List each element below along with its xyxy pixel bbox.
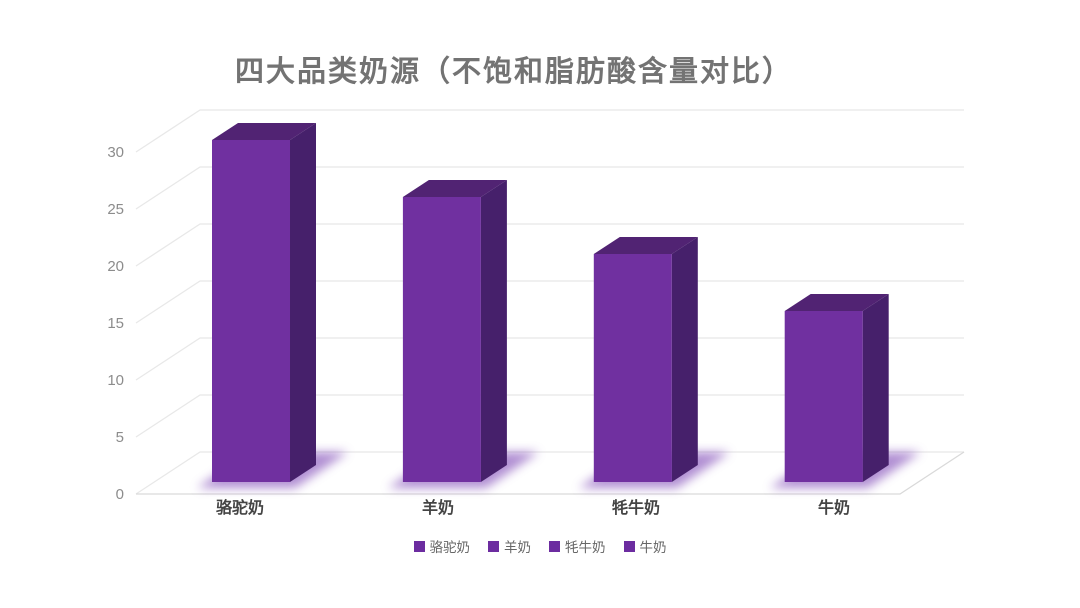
legend-item: 牛奶 (623, 536, 667, 556)
y-axis-tick-label: 25 (107, 201, 124, 218)
y-axis-tick-label: 10 (107, 372, 124, 389)
bar-side-face (862, 294, 889, 482)
bar-top-face (784, 294, 889, 311)
bars-group (212, 123, 889, 482)
legend-swatch-icon (413, 540, 425, 552)
x-axis-category-label: 牛奶 (818, 498, 850, 517)
bar-column (784, 294, 889, 482)
x-axis-category-label: 骆驼奶 (216, 498, 264, 517)
legend-item-label: 牛奶 (639, 540, 667, 555)
gridline (135, 337, 964, 381)
bar-top-face (593, 237, 698, 254)
bar-front-face (784, 311, 863, 482)
floor-front-edge (136, 451, 965, 495)
legend-swatch-icon (488, 540, 499, 552)
bar-top-face (402, 180, 507, 197)
y-axis-tick-label: 15 (107, 315, 124, 332)
gridline (135, 109, 964, 153)
y-axis-tick-label: 0 (116, 486, 124, 503)
chart-title: 四大品类奶源（不饱和脂肪酸含量对比） (234, 56, 793, 88)
bar-front-face (593, 254, 672, 482)
legend-swatch-icon (623, 540, 635, 552)
x-axis-category-label: 羊奶 (422, 498, 454, 517)
bar-column (402, 180, 507, 482)
bar-front-face (402, 197, 481, 482)
gridline (135, 166, 964, 210)
y-axis-tick-label: 5 (116, 429, 124, 446)
gridline (135, 394, 964, 438)
bar-column (593, 237, 698, 482)
floor-outline (136, 451, 965, 495)
gridlines-group (135, 109, 964, 495)
legend-item: 羊奶 (488, 536, 531, 556)
y-axis-tick-labels: 0 5 10 15 20 25 30 (107, 144, 124, 503)
bar-side-face (671, 237, 698, 482)
y-axis-tick-label: 20 (107, 258, 124, 275)
legend-item-label: 羊奶 (504, 540, 531, 555)
chart-legend: 骆驼奶 羊奶 牦牛奶 牛奶 (0, 536, 1080, 556)
bar-side-face (480, 180, 507, 482)
y-axis-tick-label: 30 (107, 144, 124, 161)
legend-item-label: 骆驼奶 (429, 540, 471, 555)
x-axis-category-label: 牦牛奶 (612, 498, 660, 517)
bar-top-face (212, 123, 316, 140)
legend-swatch-icon (549, 540, 560, 552)
gridline (135, 280, 964, 324)
legend-item: 骆驼奶 (413, 536, 471, 556)
legend-item-label: 牦牛奶 (565, 540, 606, 555)
bar-side-face (290, 123, 316, 482)
bar-front-face (212, 140, 290, 482)
x-axis-category-labels: 骆驼奶 羊奶 牦牛奶 牛奶 (216, 498, 850, 517)
bar-column (212, 123, 316, 482)
gridline (135, 223, 964, 267)
legend-item: 牦牛奶 (549, 536, 606, 556)
